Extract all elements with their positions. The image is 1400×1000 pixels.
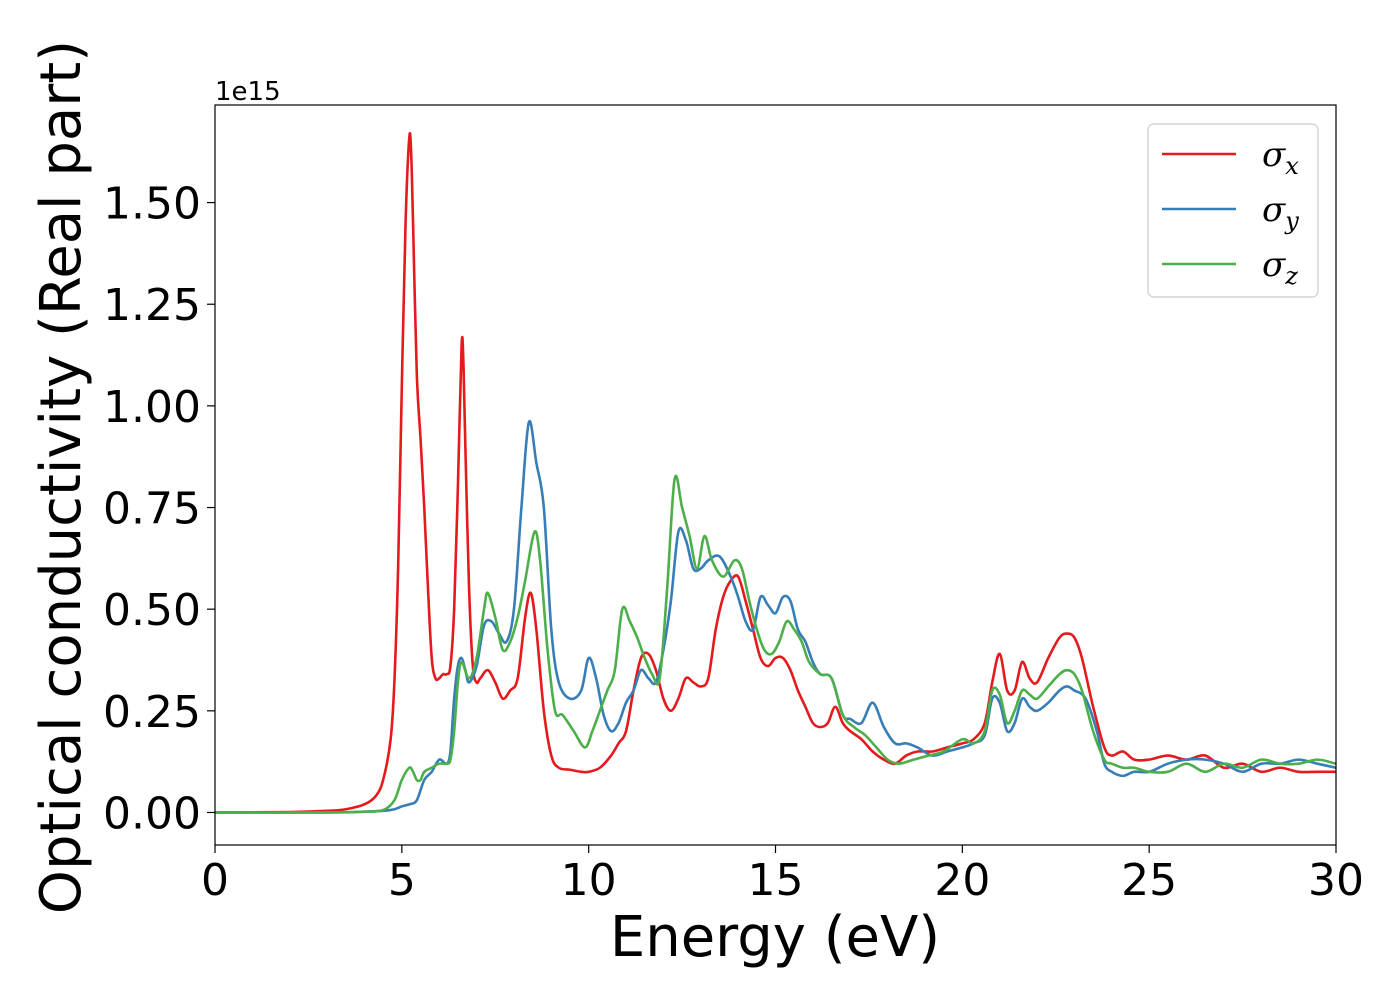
legend-box <box>1147 123 1319 298</box>
y-tick-label: 1.25 <box>103 280 201 331</box>
y-tick-label: 1.00 <box>103 382 201 433</box>
series-line-y <box>215 419 1336 814</box>
y-tick-label: 0.00 <box>103 788 201 839</box>
y-offset-label: 1e15 <box>215 77 281 107</box>
x-tick-label: 30 <box>1308 855 1364 906</box>
y-tick-label: 1.50 <box>103 179 201 230</box>
series-line-x <box>215 131 1336 814</box>
y-axis-label: Optical conductivity (Real part) <box>29 40 94 914</box>
x-tick-label: 20 <box>934 855 990 906</box>
series-line-z <box>215 474 1336 814</box>
x-tick-label: 15 <box>748 855 804 906</box>
x-tick-label: 10 <box>561 855 617 906</box>
x-tick-label: 25 <box>1121 855 1177 906</box>
x-tick-label: 0 <box>201 855 229 906</box>
x-axis: 0 5 10 15 20 25 30 <box>201 845 1364 906</box>
y-tick-label: 0.50 <box>103 585 201 636</box>
x-tick-label: 5 <box>388 855 416 906</box>
y-axis: 0.00 0.25 0.50 0.75 1.00 1.25 1.50 <box>103 179 215 839</box>
y-tick-label: 0.75 <box>103 484 201 535</box>
y-tick-label: 0.25 <box>103 687 201 738</box>
series-layer <box>215 131 1336 814</box>
x-axis-label: Energy (eV) <box>610 905 940 970</box>
